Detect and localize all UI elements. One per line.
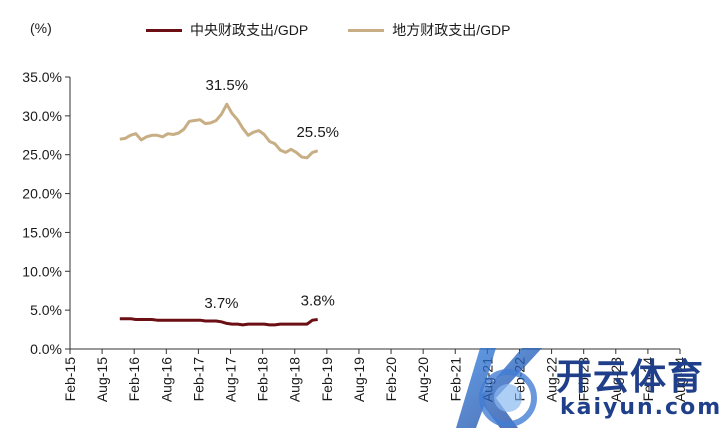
x-tick-label: Aug-18 bbox=[287, 357, 303, 402]
legend-label-local: 地方财政支出/GDP bbox=[392, 22, 511, 38]
x-tick-label: Aug-24 bbox=[672, 357, 688, 402]
y-tick-label: 20.0% bbox=[22, 186, 62, 202]
x-tick-label: Feb-15 bbox=[62, 357, 78, 402]
y-tick-label: 15.0% bbox=[22, 224, 62, 240]
data-label: 3.8% bbox=[301, 292, 335, 309]
legend-swatch-central bbox=[146, 28, 182, 32]
series-line-central bbox=[119, 317, 318, 327]
x-tick-label: Aug-22 bbox=[544, 357, 560, 402]
x-tick-label: Aug-15 bbox=[94, 357, 110, 402]
watermark-sub-text: kaiyun.com bbox=[560, 395, 723, 420]
y-tick-label: 5.0% bbox=[30, 302, 62, 318]
y-tick-label: 0.0% bbox=[30, 341, 62, 357]
x-tick-label: Feb-16 bbox=[126, 357, 142, 402]
chart-legend: 中央财政支出/GDP 地方财政支出/GDP bbox=[146, 20, 510, 40]
y-tick-label: 25.0% bbox=[22, 147, 62, 163]
watermark-logo: 开云体育 kaiyun.com bbox=[438, 340, 720, 438]
x-tick-label: Feb-21 bbox=[447, 357, 463, 402]
legend-item-local: 地方财政支出/GDP bbox=[348, 20, 510, 40]
x-tick-label: Feb-18 bbox=[255, 357, 271, 402]
x-tick-label: Aug-20 bbox=[415, 357, 431, 402]
x-tick-label: Feb-23 bbox=[576, 357, 592, 402]
data-label: 3.7% bbox=[204, 295, 238, 312]
x-tick-label: Feb-17 bbox=[190, 357, 206, 402]
series-line-local bbox=[119, 102, 319, 160]
chart-axes: 0.0% 5.0% 10.0% 15.0% 20.0% 25.0% 30.0% 35.0% Fe… bbox=[22, 69, 688, 402]
legend-swatch-local bbox=[348, 28, 385, 32]
x-tick-label: Feb-24 bbox=[640, 357, 656, 402]
series-layer bbox=[119, 102, 319, 327]
x-tick-label: Feb-20 bbox=[383, 357, 399, 402]
watermark-main-text: 开云体育 bbox=[556, 357, 705, 398]
legend-item-central: 中央财政支出/GDP bbox=[146, 20, 308, 40]
y-axis-unit-label: (%) bbox=[30, 20, 52, 36]
x-tick-label: Aug-16 bbox=[158, 357, 174, 402]
x-tick-label: Aug-23 bbox=[608, 357, 624, 402]
y-tick-label: 10.0% bbox=[22, 263, 62, 279]
legend-label-central: 中央财政支出/GDP bbox=[190, 22, 309, 38]
x-tick-label: Aug-19 bbox=[351, 357, 367, 402]
y-tick-label: 35.0% bbox=[22, 69, 62, 85]
watermark-k-emblem bbox=[456, 348, 542, 428]
data-label: 31.5% bbox=[206, 77, 249, 94]
y-tick-label: 30.0% bbox=[22, 108, 62, 124]
data-label: 25.5% bbox=[296, 124, 339, 141]
x-tick-label: Aug-17 bbox=[223, 357, 239, 402]
annotation-layer: 31.5% 25.5% 3.7% 3.8% bbox=[204, 77, 339, 312]
x-tick-label: Feb-19 bbox=[319, 357, 335, 402]
